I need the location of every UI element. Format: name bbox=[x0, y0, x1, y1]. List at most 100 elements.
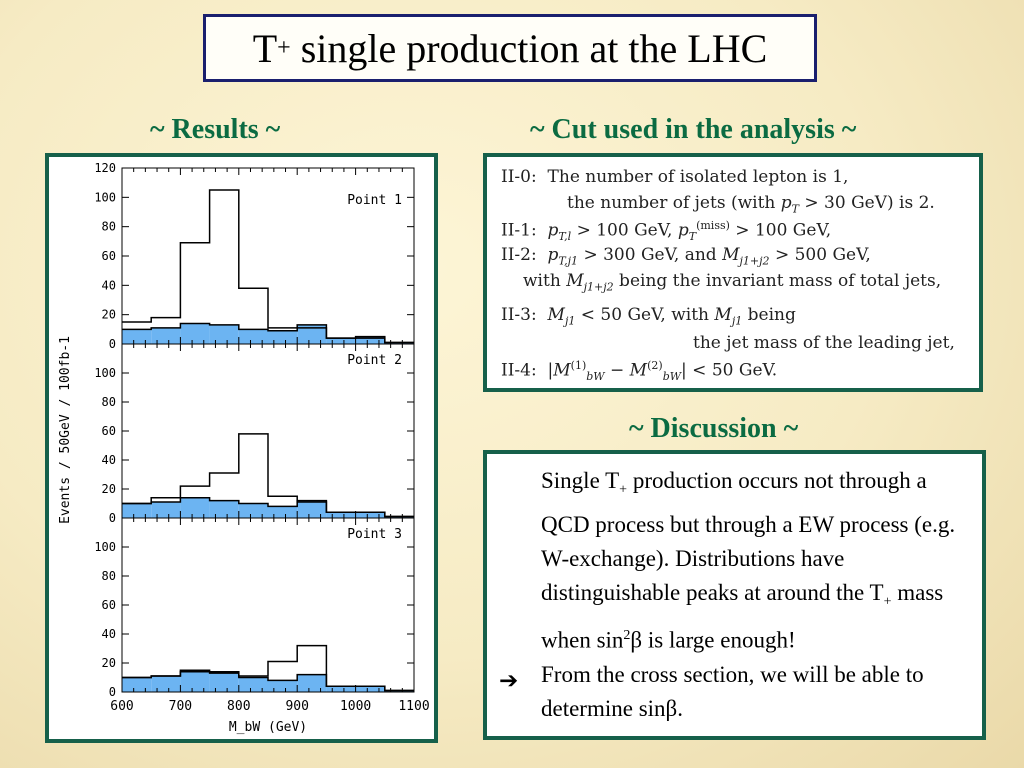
arrow-right-icon: ➔ bbox=[499, 668, 519, 694]
cut-line-3b: the jet mass of the leading jet, bbox=[693, 333, 955, 353]
disc-text: From the cross section, we will be able … bbox=[541, 661, 924, 721]
cut-math: p bbox=[547, 220, 559, 241]
background-bar bbox=[238, 329, 268, 344]
cut-math-sub: T bbox=[791, 202, 799, 216]
cut-text: being the invariant mass of total jets, bbox=[613, 271, 942, 291]
cut-text: > 100 GeV, bbox=[571, 220, 678, 241]
cut-text: > 100 GeV, bbox=[729, 220, 832, 241]
y-tick-label: 20 bbox=[102, 308, 116, 322]
background-bar bbox=[209, 673, 239, 692]
cut-line-2b: with Mj1+j2 being the invariant mass of … bbox=[523, 271, 941, 293]
background-bar bbox=[326, 686, 356, 692]
disc-text: mass when sin bbox=[541, 579, 944, 653]
background-bar bbox=[209, 324, 239, 344]
background-bar bbox=[209, 500, 239, 518]
cut-math-sub: j1+j2 bbox=[739, 254, 770, 268]
disc-text: β is large enough! bbox=[630, 627, 796, 653]
background-bar bbox=[122, 329, 152, 344]
cut-label: II-4: bbox=[501, 360, 537, 381]
results-panel: 0 20 40 60 80 100 120 Point 1 0 20 40 60 80 100 Point … bbox=[45, 153, 438, 743]
background-bar bbox=[268, 330, 298, 344]
cut-text: > 500 GeV, bbox=[769, 245, 871, 265]
disc-sub: + bbox=[883, 594, 892, 610]
cut-math: M bbox=[722, 245, 740, 265]
cut-math-sub: T,j1 bbox=[558, 254, 579, 268]
panel-label: Point 2 bbox=[347, 353, 402, 368]
cut-text: the number of jets (with bbox=[567, 193, 781, 213]
cut-label: II-1: bbox=[501, 220, 537, 241]
title-rest: single production at the LHC bbox=[290, 25, 768, 71]
x-tick-label: 900 bbox=[285, 699, 308, 714]
y-tick-label: 120 bbox=[94, 161, 116, 175]
background-bar bbox=[180, 671, 210, 692]
cut-math-sub: j1+j2 bbox=[583, 280, 614, 294]
background-bar bbox=[122, 503, 152, 518]
cut-text: > 30 GeV) is 2. bbox=[799, 193, 935, 213]
background-bar bbox=[122, 677, 152, 692]
cut-math-sub: bW bbox=[586, 370, 605, 384]
y-tick-label: 0 bbox=[109, 337, 116, 351]
y-tick-label: 100 bbox=[94, 540, 116, 554]
background-bar bbox=[180, 323, 210, 344]
cut-line-4: II-4: |M(1)bW − M(2)bW| < 50 GeV. bbox=[501, 359, 777, 383]
background-bar bbox=[238, 503, 268, 518]
background-bar bbox=[326, 512, 356, 518]
histogram-chart: 0 20 40 60 80 100 120 Point 1 0 20 40 60 80 100 Point … bbox=[58, 161, 430, 735]
cut-math-sup: (2) bbox=[647, 359, 663, 372]
background-bar bbox=[268, 506, 298, 518]
background-series-line bbox=[122, 322, 414, 344]
y-tick-label: 40 bbox=[102, 453, 116, 467]
discussion-panel: Single T+ production occurs not through … bbox=[483, 450, 986, 740]
background-bar bbox=[151, 502, 181, 518]
x-tick-label: 700 bbox=[169, 699, 192, 714]
background-bar bbox=[355, 336, 385, 344]
cut-math-sub: bW bbox=[662, 370, 682, 384]
cut-text: | < 50 GeV. bbox=[681, 360, 778, 381]
background-bar bbox=[297, 674, 327, 692]
cut-math: − M bbox=[604, 360, 648, 381]
cut-text: The number of isolated lepton is 1, bbox=[547, 167, 849, 187]
background-bar bbox=[326, 338, 356, 344]
cut-line-0: II-0: The number of isolated lepton is 1… bbox=[501, 167, 848, 187]
cut-line-0b: the number of jets (with pT > 30 GeV) is… bbox=[567, 193, 935, 215]
cut-math-sub: T bbox=[688, 230, 697, 244]
cut-heading: ~ Cut used in the analysis ~ bbox=[530, 114, 857, 145]
cut-text: with bbox=[523, 271, 567, 291]
cut-text: > 300 GeV, and bbox=[578, 245, 723, 265]
cut-text: < 50 GeV, with bbox=[575, 305, 715, 325]
y-tick-label: 40 bbox=[102, 627, 116, 641]
cut-math: p bbox=[780, 193, 792, 213]
disc-text: production occurs not through a QCD proc… bbox=[541, 468, 956, 605]
y-axis-label: Events / 50GeV / 100fb-1 bbox=[58, 336, 73, 524]
background-bar bbox=[180, 497, 210, 518]
y-tick-label: 20 bbox=[102, 482, 116, 496]
discussion-heading: ~ Discussion ~ bbox=[629, 413, 799, 444]
x-tick-label: 800 bbox=[227, 699, 250, 714]
y-tick-label: 0 bbox=[109, 685, 116, 699]
y-tick-label: 20 bbox=[102, 656, 116, 670]
cut-panel: II-0: The number of isolated lepton is 1… bbox=[483, 153, 983, 392]
x-tick-label: 1000 bbox=[340, 699, 371, 714]
y-tick-label: 40 bbox=[102, 278, 116, 292]
cut-math: M bbox=[714, 305, 732, 325]
title-main: T bbox=[252, 25, 278, 71]
cut-math-sub: j1 bbox=[564, 314, 576, 328]
total-series-line bbox=[122, 189, 414, 344]
title-sub: + bbox=[277, 34, 291, 61]
cut-math-sup: (miss) bbox=[696, 219, 730, 232]
slide-title: T + single production at the LHC bbox=[203, 14, 817, 82]
disc-sub: + bbox=[619, 482, 628, 498]
y-tick-label: 60 bbox=[102, 424, 116, 438]
y-tick-label: 60 bbox=[102, 249, 116, 263]
background-bar bbox=[297, 500, 327, 518]
cut-line-2: II-2: pT,j1 > 300 GeV, and Mj1+j2 > 500 … bbox=[501, 245, 871, 267]
y-tick-label: 100 bbox=[94, 190, 116, 204]
y-tick-label: 80 bbox=[102, 220, 116, 234]
background-bar bbox=[297, 324, 327, 344]
results-heading: ~ Results ~ bbox=[150, 114, 281, 145]
background-bar bbox=[355, 686, 385, 692]
cut-math: p bbox=[547, 245, 559, 265]
disc-sup: 2 bbox=[623, 628, 631, 644]
x-tick-label: 1100 bbox=[398, 699, 429, 714]
cut-text: the jet mass of the leading jet, bbox=[693, 333, 955, 353]
